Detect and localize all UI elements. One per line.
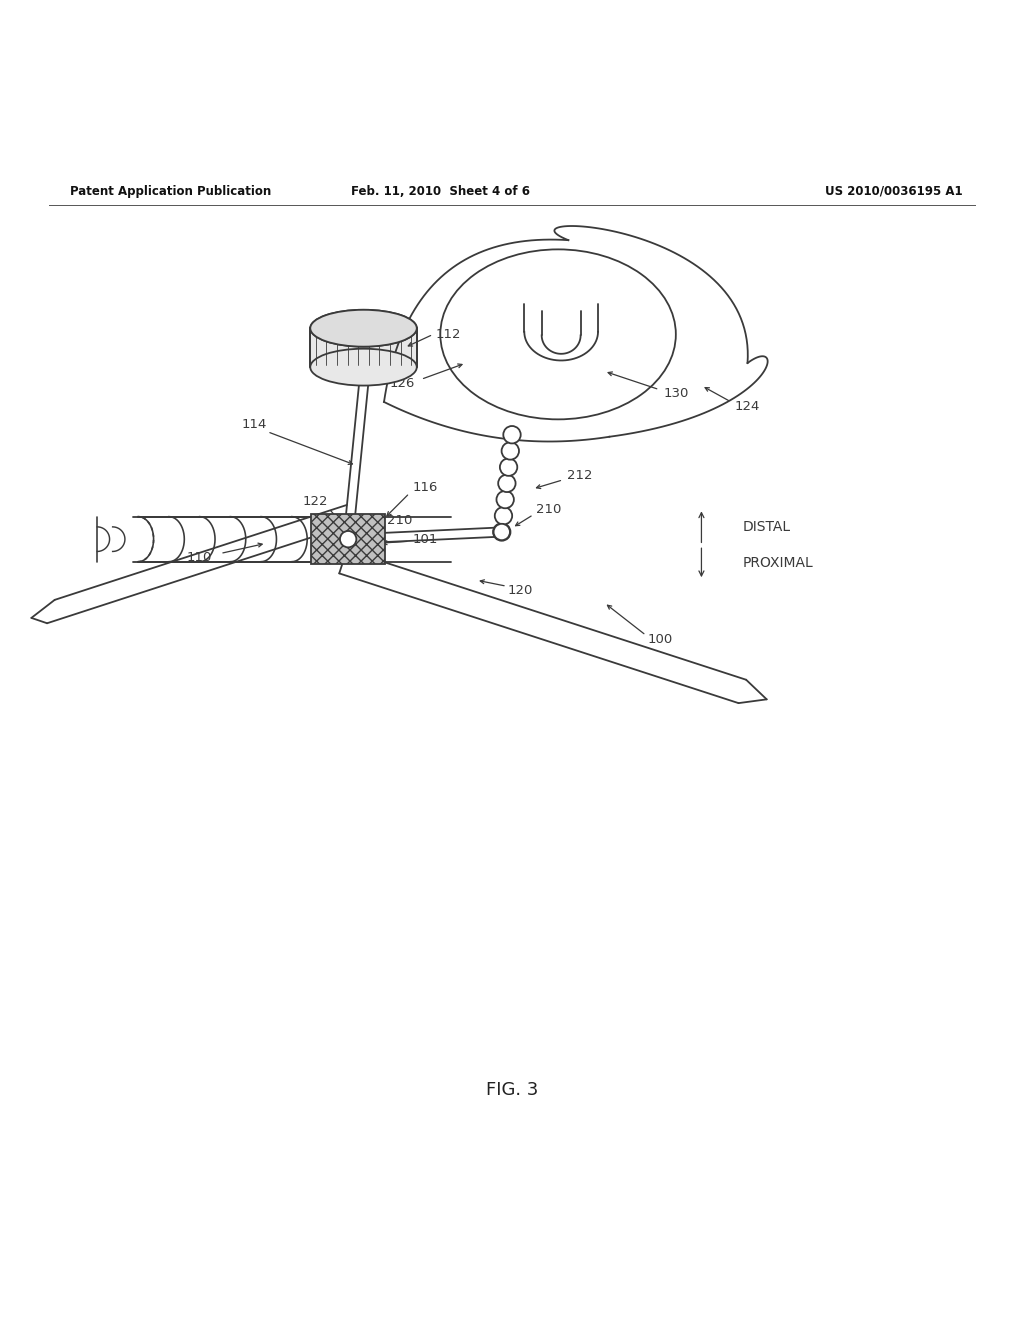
Circle shape — [498, 475, 515, 492]
Text: Feb. 11, 2010  Sheet 4 of 6: Feb. 11, 2010 Sheet 4 of 6 — [351, 185, 529, 198]
Circle shape — [500, 458, 517, 475]
Text: FIG. 3: FIG. 3 — [485, 1081, 539, 1100]
Circle shape — [495, 507, 512, 524]
Text: 110: 110 — [187, 552, 212, 564]
Text: 130: 130 — [664, 387, 688, 400]
Circle shape — [504, 426, 520, 444]
Ellipse shape — [310, 310, 417, 347]
Ellipse shape — [310, 310, 417, 347]
Text: 114: 114 — [242, 418, 266, 430]
Text: 212: 212 — [567, 469, 592, 482]
Text: US 2010/0036195 A1: US 2010/0036195 A1 — [825, 185, 963, 198]
Text: 101: 101 — [413, 533, 437, 545]
Circle shape — [494, 523, 510, 541]
Ellipse shape — [310, 348, 417, 385]
Text: Patent Application Publication: Patent Application Publication — [70, 185, 271, 198]
Text: 122: 122 — [303, 495, 328, 508]
Polygon shape — [344, 385, 369, 539]
Text: 126: 126 — [390, 378, 415, 389]
Circle shape — [502, 442, 519, 459]
Polygon shape — [310, 329, 417, 367]
Text: 112: 112 — [436, 327, 461, 341]
Circle shape — [497, 491, 514, 508]
Text: DISTAL: DISTAL — [742, 520, 791, 533]
Circle shape — [340, 531, 356, 548]
Bar — [311, 515, 385, 564]
Circle shape — [494, 524, 510, 540]
Text: PROXIMAL: PROXIMAL — [742, 556, 813, 570]
Text: 116: 116 — [413, 482, 437, 495]
Text: 100: 100 — [648, 634, 673, 645]
Text: 210: 210 — [537, 503, 561, 516]
Text: 210: 210 — [387, 515, 412, 527]
Text: 120: 120 — [508, 583, 532, 597]
Text: 124: 124 — [735, 400, 760, 413]
